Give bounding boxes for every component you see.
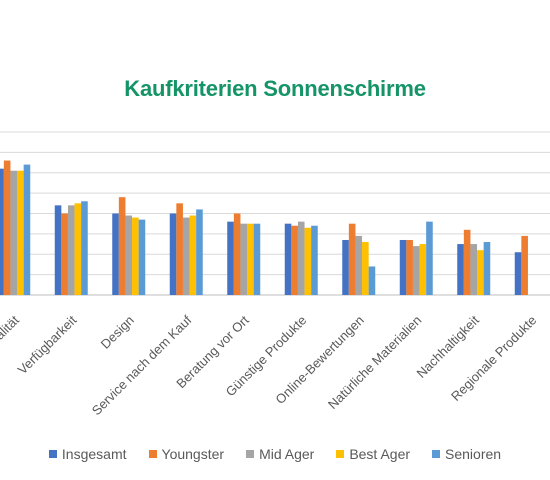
legend-label: Youngster: [161, 446, 225, 462]
bar-mid-ager: [355, 235, 363, 295]
legend-swatch: [148, 450, 157, 458]
bar-insgesamt: [457, 244, 464, 295]
bar-mid-ager: [10, 170, 18, 295]
legend-label: Senioren: [445, 446, 502, 462]
bar-youngster: [521, 235, 528, 295]
legend-swatch: [336, 450, 345, 458]
bar-youngster: [3, 160, 11, 295]
bar-youngster: [118, 197, 126, 295]
legend-item: Youngster: [148, 446, 225, 462]
bar-senioren: [138, 219, 146, 295]
legend-item: Best Ager: [336, 446, 410, 462]
bar-best-ager: [247, 223, 254, 295]
bar-best-ager: [132, 217, 139, 295]
legend: Insgesamt Youngster Mid Ager Best Ager Senio…: [0, 446, 550, 462]
bar-insgesamt: [399, 239, 407, 295]
bar-youngster: [463, 229, 471, 295]
bar-insgesamt: [169, 213, 177, 295]
bar-insgesamt: [112, 213, 119, 295]
legend-item: Senioren: [432, 446, 501, 462]
bar-senioren: [483, 242, 491, 295]
legend-item: Mid Ager: [246, 446, 314, 462]
bar-mid-ager: [470, 244, 478, 295]
bar-youngster: [291, 225, 298, 295]
bar-senioren: [368, 266, 376, 295]
bar-mid-ager: [297, 221, 305, 295]
chart-title: Kaufkriterien Sonnenschirme: [124, 76, 426, 101]
bar-senioren: [426, 221, 433, 295]
bar-insgesamt: [342, 239, 349, 295]
bar-youngster: [233, 213, 241, 295]
x-tick-label: qualität: [0, 312, 22, 353]
bar-best-ager: [74, 203, 82, 295]
legend-label: Insgesamt: [61, 446, 127, 462]
bar-senioren: [23, 164, 31, 295]
bar-best-ager: [17, 170, 24, 295]
bar-mid-ager: [412, 246, 420, 295]
bar-mid-ager: [240, 223, 248, 295]
bar-best-ager: [304, 227, 312, 295]
bar-senioren: [311, 225, 318, 295]
bar-mid-ager: [182, 217, 190, 295]
bar-insgesamt: [0, 168, 4, 295]
bar-senioren: [253, 223, 261, 295]
legend-swatch: [432, 450, 441, 458]
bar-youngster: [348, 223, 356, 295]
bar-mid-ager: [125, 215, 133, 295]
x-tick-label: Design: [98, 313, 137, 352]
bar-youngster: [61, 213, 68, 295]
bar-best-ager: [189, 215, 197, 295]
bar-insgesamt: [284, 223, 292, 295]
bar-senioren: [81, 201, 88, 295]
bar-mid-ager: [67, 205, 75, 295]
legend-item: Insgesamt: [48, 446, 127, 462]
bar-best-ager: [362, 242, 369, 295]
bar-youngster: [406, 239, 413, 295]
bar-insgesamt: [227, 221, 234, 295]
bar-youngster: [176, 203, 183, 295]
bar-senioren: [196, 209, 203, 295]
bar-insgesamt: [514, 252, 522, 295]
x-tick-label: Service nach dem Kauf: [89, 312, 195, 418]
bar-best-ager: [477, 250, 484, 295]
legend-swatch: [246, 450, 255, 458]
bar-best-ager: [419, 244, 427, 295]
legend-swatch: [48, 450, 57, 458]
legend-label: Best Ager: [349, 446, 411, 462]
legend-label: Mid Ager: [259, 446, 315, 462]
x-tick-label: Natürliche Materialien: [325, 313, 425, 413]
bar-insgesamt: [54, 205, 62, 295]
x-tick-label: Verfügbarkeit: [15, 312, 80, 377]
